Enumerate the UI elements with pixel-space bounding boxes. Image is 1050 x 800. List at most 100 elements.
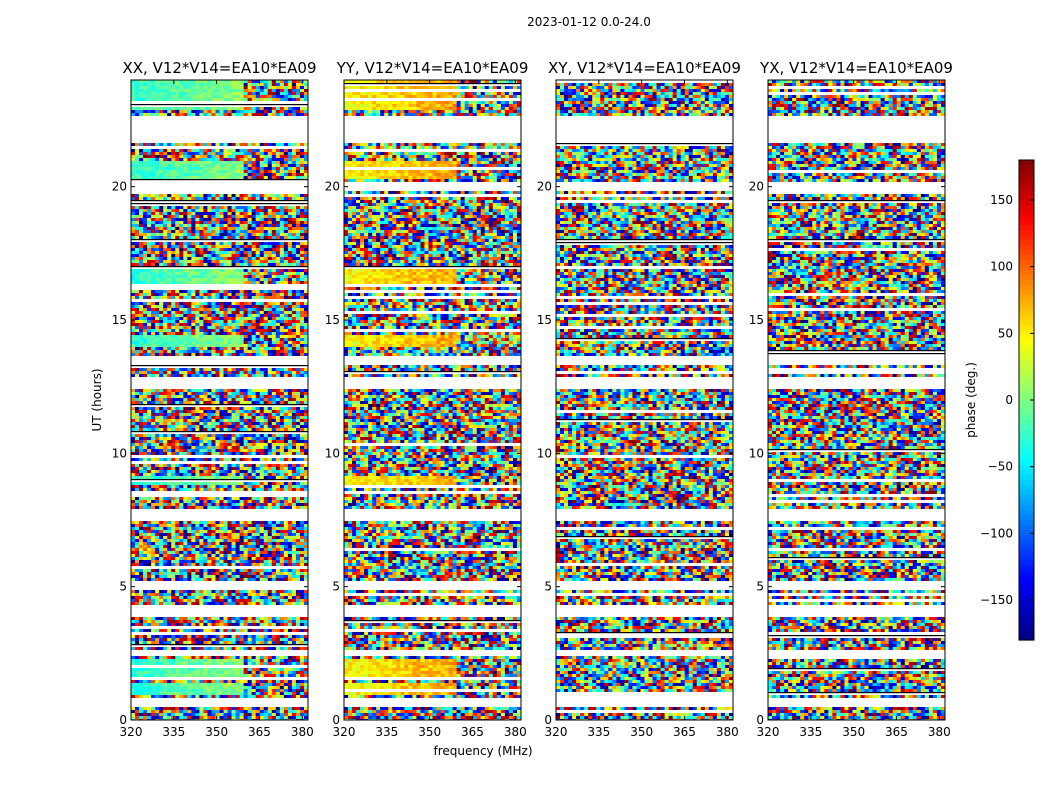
colorbar-segment: [1019, 535, 1034, 541]
colorbar-segment: [1019, 500, 1034, 506]
colorbar-segment: [1019, 485, 1034, 491]
colorbar-segment: [1019, 515, 1034, 521]
colorbar-segment: [1019, 505, 1034, 511]
y-tick-label: 10: [325, 446, 340, 460]
x-tick-label: 380: [928, 725, 951, 739]
colorbar-segment: [1019, 260, 1034, 266]
colorbar-segment: [1019, 265, 1034, 271]
colorbar-segment: [1019, 565, 1034, 571]
colorbar-segment: [1019, 395, 1034, 401]
panel-xy: XY, V12*V14=EA10*EA09 320 335 350 365 380 0 5 10…: [537, 59, 741, 739]
colorbar-segment: [1019, 245, 1034, 251]
panel-title-yy: YY, V12*V14=EA10*EA09: [336, 59, 529, 77]
x-tick-label: 350: [842, 725, 865, 739]
y-tick-label: 0: [544, 713, 552, 727]
panel-title-yx: YX, V12*V14=EA10*EA09: [759, 59, 953, 77]
colorbar-segment: [1019, 360, 1034, 366]
colorbar-segment: [1019, 210, 1034, 216]
colorbar-segment: [1019, 180, 1034, 186]
panel-yx: YX, V12*V14=EA10*EA09 320 335 350 365 380 0 5 10…: [749, 59, 953, 739]
colorbar-segment: [1019, 290, 1034, 296]
colorbar-segment: [1019, 410, 1034, 416]
y-tick-label: 0: [332, 713, 340, 727]
x-tick-label: 335: [375, 725, 398, 739]
colorbar-segment: [1019, 275, 1034, 281]
colorbar-segment: [1019, 440, 1034, 446]
x-tick-label: 365: [248, 725, 271, 739]
colorbar-segment: [1019, 475, 1034, 481]
figure-suptitle: 2023-01-12 0.0-24.0: [527, 15, 651, 29]
x-tick-label: 320: [120, 725, 143, 739]
colorbar-segment: [1019, 550, 1034, 556]
y-tick-label: 15: [112, 313, 127, 327]
colorbar-segment: [1019, 540, 1034, 546]
colorbar-segment: [1019, 365, 1034, 371]
colorbar-segment: [1019, 400, 1034, 406]
colorbar-segment: [1019, 545, 1034, 551]
colorbar-segment: [1019, 510, 1034, 516]
colorbar-segment: [1019, 380, 1034, 386]
colorbar-segment: [1019, 235, 1034, 241]
colorbar-segment: [1019, 370, 1034, 376]
colorbar-segment: [1019, 525, 1034, 531]
colorbar-segment: [1019, 215, 1034, 221]
colorbar: −150 −100 −50 0 50 100 150 phase (deg.): [964, 159, 1035, 641]
panel-title-xy: XY, V12*V14=EA10*EA09: [548, 59, 741, 77]
colorbar-segment: [1019, 590, 1034, 596]
colorbar-segment: [1019, 480, 1034, 486]
colorbar-segment: [1019, 375, 1034, 381]
y-tick-label: 20: [537, 180, 552, 194]
colorbar-segment: [1019, 390, 1034, 396]
colorbar-segment: [1019, 205, 1034, 211]
colorbar-segment: [1019, 415, 1034, 421]
panels-group: XX, V12*V14=EA10*EA09 320 335 350 365 380 0 5 10…: [112, 59, 953, 739]
colorbar-segment: [1019, 420, 1034, 426]
x-tick-label: 380: [716, 725, 739, 739]
colorbar-segment: [1019, 445, 1034, 451]
colorbar-segment: [1019, 280, 1034, 286]
colorbar-segment: [1019, 190, 1034, 196]
y-tick-label: 0: [756, 713, 764, 727]
colorbar-segment: [1019, 165, 1034, 171]
colorbar-segment: [1019, 305, 1034, 311]
panel-xx: XX, V12*V14=EA10*EA09 320 335 350 365 380 0 5 10…: [112, 59, 317, 739]
colorbar-segment: [1019, 635, 1034, 641]
colorbar-segment: [1019, 315, 1034, 321]
y-tick-label: 5: [756, 580, 764, 594]
y-tick-label: 20: [325, 180, 340, 194]
colorbar-segment: [1019, 220, 1034, 226]
colorbar-tick-label: 50: [998, 326, 1013, 340]
y-tick-label: 5: [544, 580, 552, 594]
colorbar-segment: [1019, 560, 1034, 566]
colorbar-segment: [1019, 405, 1034, 411]
colorbar-segment: [1019, 335, 1034, 341]
colorbar-segment: [1019, 465, 1034, 471]
x-tick-label: 320: [545, 725, 568, 739]
colorbar-segment: [1019, 530, 1034, 536]
colorbar-segment: [1019, 450, 1034, 456]
y-tick-label: 15: [749, 313, 764, 327]
y-tick-label: 10: [112, 446, 127, 460]
colorbar-label: phase (deg.): [964, 362, 978, 438]
x-tick-label: 365: [885, 725, 908, 739]
panel-frame: [767, 79, 946, 721]
panel-yy: YY, V12*V14=EA10*EA09 320 335 350 365 380 0 5 10…: [325, 59, 529, 739]
x-tick-label: 380: [291, 725, 314, 739]
colorbar-tick-label: −100: [980, 526, 1013, 540]
colorbar-segment: [1019, 455, 1034, 461]
colorbar-segment: [1019, 195, 1034, 201]
colorbar-segment: [1019, 595, 1034, 601]
colorbar-segment: [1019, 170, 1034, 176]
colorbar-segment: [1019, 495, 1034, 501]
colorbar-segment: [1019, 625, 1034, 631]
colorbar-segment: [1019, 490, 1034, 496]
colorbar-segment: [1019, 350, 1034, 356]
y-tick-label: 10: [537, 446, 552, 460]
panel-frame: [343, 79, 522, 721]
y-axis-label: UT (hours): [90, 368, 104, 431]
colorbar-segment: [1019, 330, 1034, 336]
colorbar-segment: [1019, 575, 1034, 581]
colorbar-tick-label: −50: [988, 460, 1013, 474]
x-tick-label: 350: [205, 725, 228, 739]
colorbar-segment: [1019, 230, 1034, 236]
